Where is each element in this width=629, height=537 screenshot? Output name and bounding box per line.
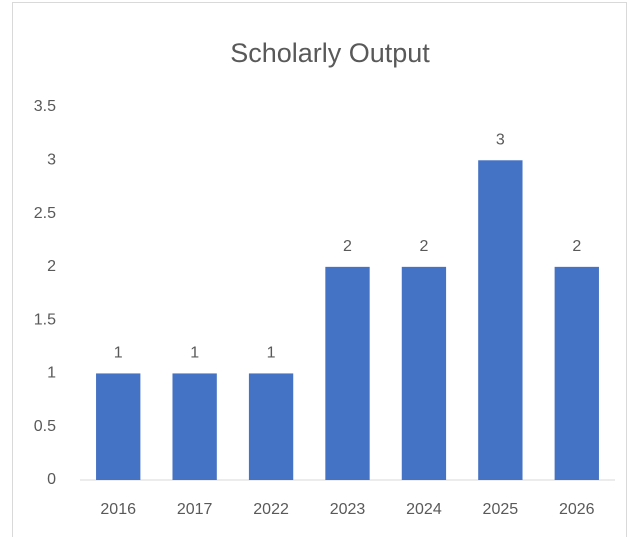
bar [325, 266, 370, 480]
chart-title: Scholarly Output [230, 38, 430, 68]
y-tick-label: 0.5 [34, 418, 56, 435]
y-tick-label: 1 [47, 365, 56, 382]
data-label: 1 [267, 345, 276, 362]
y-tick-label: 0 [47, 471, 56, 488]
bar [401, 266, 447, 480]
data-label: 2 [572, 238, 581, 255]
x-tick-label: 2022 [253, 501, 289, 518]
data-label: 2 [419, 238, 428, 255]
y-tick-label: 3.5 [34, 98, 56, 115]
bar [248, 373, 294, 480]
data-label: 3 [496, 132, 505, 149]
x-tick-label: 2024 [406, 501, 442, 518]
y-tick-label: 3 [47, 152, 56, 169]
bar [554, 266, 599, 480]
y-tick-label: 2 [47, 258, 56, 275]
y-tick-label: 1.5 [34, 311, 56, 328]
data-label: 1 [190, 345, 199, 362]
bar [478, 160, 523, 481]
bar [172, 373, 217, 480]
x-tick-label: 2017 [177, 501, 213, 518]
x-tick-label: 2026 [559, 501, 595, 518]
data-label: 1 [114, 345, 123, 362]
bar [96, 373, 141, 480]
y-tick-label: 2.5 [34, 205, 56, 222]
x-tick-label: 2023 [330, 501, 366, 518]
x-tick-label: 2025 [483, 501, 519, 518]
data-label: 2 [343, 238, 352, 255]
x-tick-label: 2016 [100, 501, 136, 518]
